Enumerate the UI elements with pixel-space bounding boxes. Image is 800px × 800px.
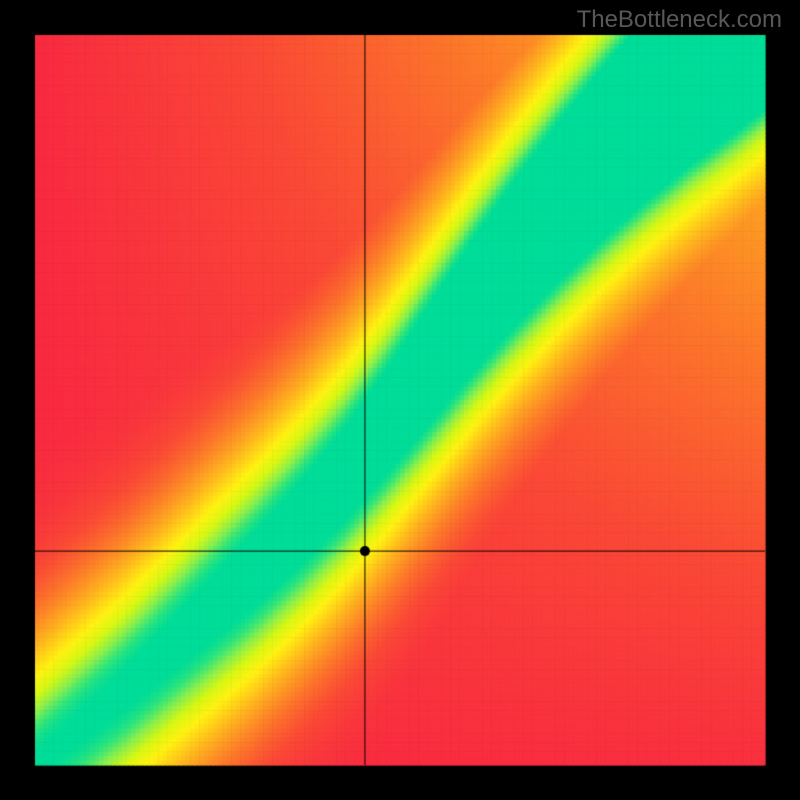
heatmap-canvas: [0, 0, 800, 800]
chart-root: { "canvas": { "width": 800, "height": 80…: [0, 0, 800, 800]
watermark-text: TheBottleneck.com: [577, 6, 782, 34]
